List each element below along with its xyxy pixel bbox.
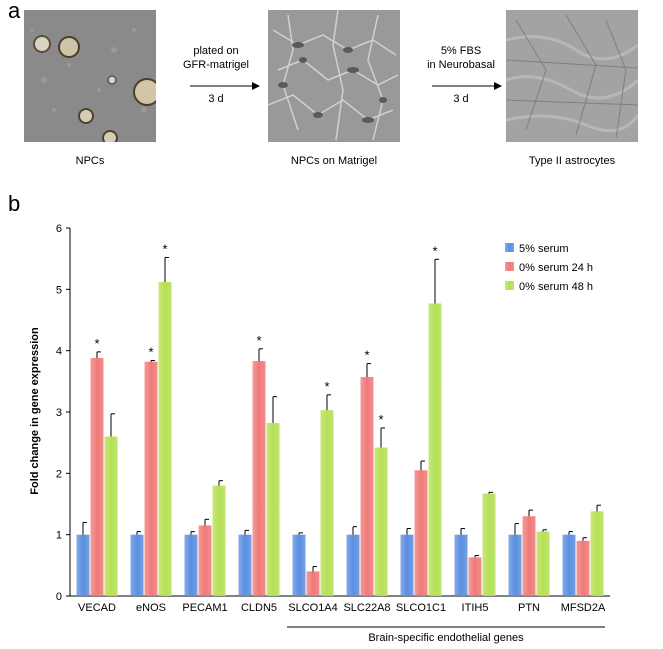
x-tick-label: ITIH5	[462, 602, 489, 614]
arrow-1-line1: plated on	[193, 45, 239, 57]
group-label: Brain-specific endothelial genes	[368, 632, 524, 644]
significance-star: *	[324, 379, 329, 394]
legend-label: 0% serum 48 h	[519, 281, 593, 293]
bar-pecam1-0	[184, 534, 198, 596]
bar-slc22a8-2	[374, 447, 388, 596]
significance-star: *	[378, 412, 383, 427]
x-tick-label: CLDN5	[241, 602, 277, 614]
bar-slco1c1-2	[428, 303, 442, 596]
y-tick-labels: 0 1 2 3 4 5 6	[56, 223, 62, 603]
significance-markers: * * * * * * * *	[94, 241, 437, 427]
significance-star: *	[432, 243, 437, 258]
arrow-2-duration: 3 d	[453, 93, 469, 105]
bar-mfsd2a-0	[562, 534, 576, 596]
arrow-2	[432, 82, 502, 90]
bar-enos-0	[130, 534, 144, 596]
bar-ptn-1	[522, 516, 536, 596]
arrow-2-line2: in Neurobasal	[427, 59, 495, 71]
x-tick-label: eNOS	[136, 602, 166, 614]
micrograph-npcs-on-matrigel	[268, 10, 400, 142]
bar-slco1c1-1	[414, 470, 428, 596]
bar-vecad-2	[104, 436, 118, 596]
significance-star: *	[162, 241, 167, 256]
legend-swatch	[505, 262, 514, 271]
y-tick-label: 4	[56, 346, 62, 358]
y-tick-label: 5	[56, 284, 62, 296]
arrow-2-label: 5% FBS in Neurobasal	[406, 44, 516, 72]
micrograph-type-ii-astrocytes	[506, 10, 638, 142]
arrow-2-line1: 5% FBS	[440, 45, 482, 57]
y-tick-label: 1	[56, 530, 62, 542]
bar-ptn-2	[536, 531, 550, 596]
x-tick-label: VECAD	[78, 602, 116, 614]
bar-pecam1-1	[198, 525, 212, 596]
bar-slc22a8-1	[360, 377, 374, 596]
micrograph-npcs	[24, 10, 156, 142]
x-tick-label: SLCO1A4	[288, 602, 338, 614]
panel-b-letter: b	[8, 191, 21, 216]
caption-type-ii-astrocytes: Type II astrocytes	[528, 155, 616, 167]
bar-vecad-1	[90, 358, 104, 596]
x-tick-labels: VECAD eNOS PECAM1 CLDN5 SLCO1A4 SLC22A8 SLCO1C…	[78, 602, 606, 614]
bar-cldn5-2	[266, 423, 280, 596]
legend: 5% serum 0% serum 24 h 0% serum 48 h	[505, 243, 593, 293]
bar-itih5-0	[454, 534, 468, 596]
legend-swatch	[505, 243, 514, 252]
arrow-1-duration: 3 d	[208, 93, 224, 105]
bar-vecad-0	[76, 534, 90, 596]
bar-mfsd2a-1	[576, 540, 590, 596]
x-tick-label: MFSD2A	[561, 602, 606, 614]
y-tick-label: 2	[56, 468, 62, 480]
bar-slco1c1-0	[400, 534, 414, 596]
significance-star: *	[364, 348, 369, 363]
x-tick-label: PTN	[518, 602, 540, 614]
bar-series	[76, 281, 604, 596]
legend-label: 0% serum 24 h	[519, 262, 593, 274]
arrow-1-label: plated on GFR-matrigel	[161, 44, 271, 72]
bar-pecam1-2	[212, 485, 226, 596]
bar-slco1a4-0	[292, 534, 306, 596]
bar-slc22a8-0	[346, 534, 360, 596]
bar-cldn5-1	[252, 361, 266, 596]
y-tick-label: 6	[56, 223, 62, 235]
caption-npcs-on-matrigel: NPCs on Matrigel	[290, 155, 378, 167]
bar-enos-1	[144, 361, 158, 596]
significance-star: *	[256, 333, 261, 348]
x-tick-label: SLC22A8	[343, 602, 390, 614]
bar-cldn5-0	[238, 534, 252, 596]
legend-swatch	[505, 281, 514, 290]
legend-label: 5% serum	[519, 243, 569, 255]
y-tick-label: 3	[56, 407, 62, 419]
bar-enos-2	[158, 281, 172, 596]
error-bars	[82, 256, 601, 572]
x-tick-label: SLCO1C1	[396, 602, 446, 614]
y-axis-label: Fold change in gene expression	[29, 327, 41, 495]
bar-ptn-0	[508, 534, 522, 596]
significance-star: *	[148, 344, 153, 359]
panel-a-letter: a	[8, 0, 21, 23]
bar-mfsd2a-2	[590, 511, 604, 596]
significance-star: *	[94, 336, 99, 351]
y-tick-label: 0	[56, 591, 62, 603]
bar-itih5-2	[482, 493, 496, 596]
bar-slco1a4-2	[320, 410, 334, 596]
arrow-1	[190, 82, 260, 90]
caption-npcs: NPCs	[75, 155, 105, 167]
x-tick-label: PECAM1	[182, 602, 227, 614]
arrow-1-line2: GFR-matrigel	[182, 59, 249, 71]
axis-lines	[66, 227, 610, 597]
bar-itih5-1	[468, 557, 482, 596]
bar-slco1a4-1	[306, 571, 320, 596]
